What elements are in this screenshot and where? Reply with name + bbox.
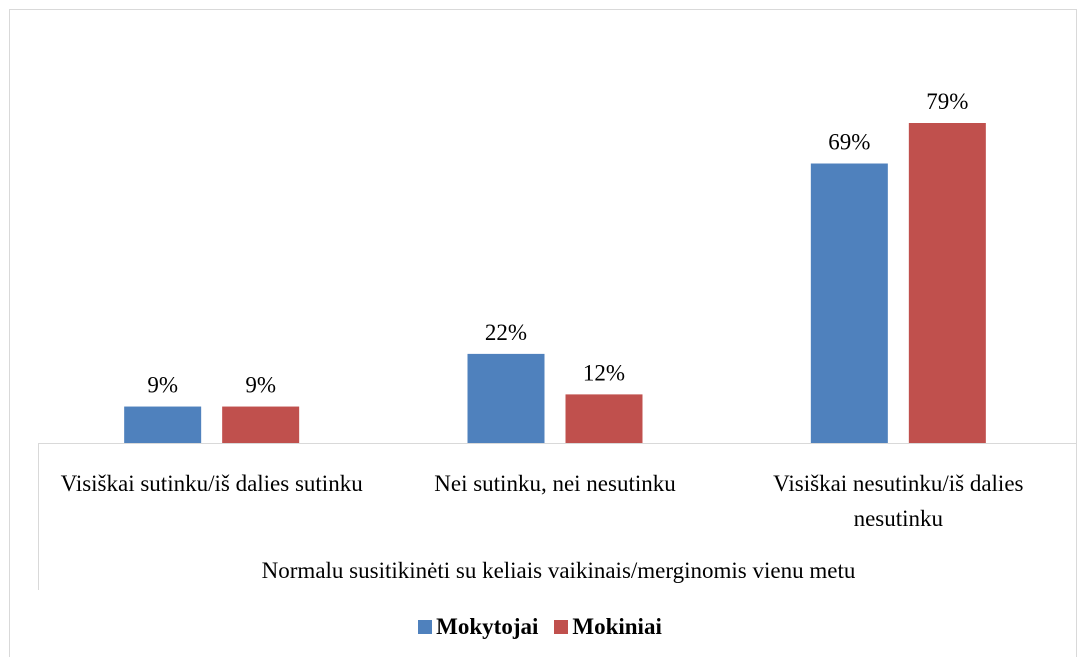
x-axis-title: Normalu susitikinėti su keliais vaikinai… (261, 558, 856, 583)
legend-label: Mokytojai (436, 614, 539, 639)
legend: Mokytojai Mokiniai (0, 614, 1080, 640)
data-label: 9% (245, 373, 276, 398)
bar (124, 406, 202, 443)
data-label: 12% (583, 360, 625, 385)
x-tick-label: Visiškai sutinku/iš dalies sutinku (60, 471, 363, 496)
bar (222, 406, 300, 443)
bar (810, 163, 888, 443)
legend-swatch (554, 620, 569, 634)
data-label: 69% (828, 130, 870, 155)
x-tick-label: Nei sutinku, nei nesutinku (434, 471, 676, 496)
data-label: 79% (926, 89, 968, 114)
data-label: 9% (147, 373, 178, 398)
bar (467, 353, 545, 443)
legend-item: Mokytojai (418, 614, 538, 640)
legend-label: Mokiniai (572, 614, 662, 639)
bar (565, 394, 643, 443)
legend-swatch (418, 620, 433, 634)
legend-item: Mokiniai (554, 614, 662, 640)
frame (9, 9, 1077, 657)
bar (908, 123, 986, 443)
data-label: 22% (485, 320, 527, 345)
x-tick-label: Visiškai nesutinku/iš dalies nesutinku (773, 471, 1024, 531)
